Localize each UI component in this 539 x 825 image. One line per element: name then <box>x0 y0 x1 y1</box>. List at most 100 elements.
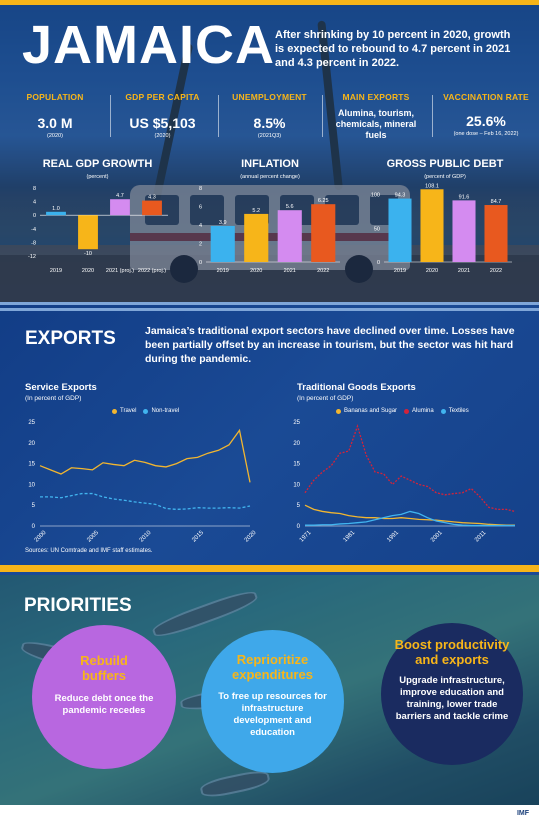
y-tick-label: -8 <box>31 240 36 246</box>
bar <box>388 198 412 262</box>
y-tick-label: 0 <box>199 260 202 266</box>
y-tick-label: 4 <box>33 200 36 206</box>
service-legend: Travel Non-travel <box>112 408 179 414</box>
y-tick-label: -4 <box>31 227 36 233</box>
legend-dot-alumina <box>404 408 410 414</box>
y-tick-label: 100 <box>371 193 380 199</box>
legend-textiles: Textiles <box>448 408 469 414</box>
x-tick-label: 2015 <box>191 529 205 543</box>
x-tick-label: 1981 <box>343 529 357 543</box>
inflation-chart: 8 6 4 2 0 3.9 2019 5.2 2020 5.6 2021 6.25 2022 <box>199 186 340 274</box>
gdp-chart-title: REAL GDP GROWTH <box>42 158 153 170</box>
inflation-chart-subtitle: (annual percent change) <box>240 174 300 180</box>
x-tick-label: 2020 <box>82 268 94 274</box>
legend-alumina: Alumina <box>412 408 434 414</box>
x-tick-label: 2021 (proj.) <box>106 268 134 274</box>
page-title: JAMAICA <box>22 15 276 75</box>
stat-gdp-per-capita: GDP PER CAPITA US $5,103 (2020) <box>125 92 200 139</box>
priority-title: Reprioritize expenditures <box>232 652 313 682</box>
header-section: JAMAICA After shrinking by 10 percent in… <box>0 0 539 302</box>
x-tick-label: 2020 <box>244 529 258 543</box>
data-label: 3.9 <box>219 220 227 226</box>
priority-desc: To free up resources for infrastructure … <box>218 691 327 738</box>
legend-bananas: Bananas and Sugar <box>344 408 398 414</box>
bar <box>78 215 98 250</box>
legend-nontravel: Non-travel <box>151 408 180 414</box>
data-label: 4.7 <box>116 193 124 199</box>
x-tick-label: 2019 <box>394 268 406 274</box>
stat-population: POPULATION 3.0 M (2020) <box>26 92 84 139</box>
x-tick-label: 2005 <box>86 529 100 543</box>
data-label: 1.0 <box>52 206 60 212</box>
data-label: 5.2 <box>252 208 260 214</box>
legend-dot-travel <box>112 408 117 414</box>
gdp-chart-subtitle: (percent) <box>86 174 109 180</box>
exports-title: EXPORTS <box>25 328 116 349</box>
x-tick-label: 1991 <box>386 529 400 543</box>
stat-unemployment: UNEMPLOYMENT 8.5% (2021Q3) <box>232 92 307 139</box>
goods-exports-subtitle: (In percent of GDP) <box>297 395 354 402</box>
data-label: 6.25 <box>318 198 329 204</box>
x-tick-label: 2010 <box>139 529 153 543</box>
y-tick-label: 0 <box>297 524 301 530</box>
x-tick-label: 2011 <box>474 530 488 544</box>
bar <box>210 225 235 262</box>
divider-line <box>0 302 539 305</box>
x-tick-label: 2000 <box>34 529 48 543</box>
legend-travel: Travel <box>120 408 137 414</box>
bar <box>244 213 269 262</box>
y-tick-label: 10 <box>293 482 300 488</box>
intro-text: After shrinking by 10 percent in 2020, g… <box>275 29 511 69</box>
series-line-textiles <box>305 510 515 527</box>
y-tick-label: 6 <box>199 205 202 211</box>
debt-chart-subtitle: (percent of GDP) <box>424 174 466 180</box>
stat-divider <box>432 95 433 137</box>
bar <box>46 211 66 216</box>
stat-main-exports: MAIN EXPORTS Alumina, tourism, chemicals… <box>335 92 417 140</box>
priority-title: Boost productivity and exports <box>394 637 510 667</box>
series-line-travel <box>39 428 251 483</box>
bar <box>484 205 508 262</box>
data-label: 94.3 <box>395 193 406 199</box>
service-exports-title: Service Exports <box>25 382 97 393</box>
y-tick-label: 0 <box>377 260 380 266</box>
y-tick-label: 15 <box>293 462 300 468</box>
x-tick-label: 2022 <box>490 268 502 274</box>
accent-bar <box>0 0 539 5</box>
y-tick-label: 20 <box>28 441 35 447</box>
data-label: 91.6 <box>459 194 470 200</box>
divider-line <box>0 572 539 575</box>
x-tick-label: 2001 <box>430 529 444 543</box>
accent-bar <box>0 565 539 572</box>
service-exports-subtitle: (In percent of GDP) <box>25 395 82 402</box>
priorities-section: PRIORITIES Rebuild buffers Reduce debt o… <box>0 575 539 805</box>
data-label: 5.6 <box>286 204 294 210</box>
gdp-growth-chart: 8 4 0 -4 -8 -12 1.0 2019 -10 2020 4.7 2021 (proj.) 4… <box>28 186 168 274</box>
data-label: -10 <box>84 251 92 257</box>
x-tick-label: 1971 <box>299 529 313 543</box>
y-tick-label: 4 <box>199 223 202 229</box>
footer <box>0 805 539 825</box>
priority-title: Rebuild buffers <box>80 653 128 683</box>
exports-section: EXPORTS Jamaica’s traditional export sec… <box>0 302 539 565</box>
y-tick-label: 0 <box>33 213 36 219</box>
y-tick-label: 10 <box>28 482 35 488</box>
y-tick-label: 8 <box>199 186 202 192</box>
x-tick-label: 2020 <box>426 268 438 274</box>
data-label: 84.7 <box>491 199 502 205</box>
bar <box>311 204 336 262</box>
divider-line <box>0 308 539 311</box>
y-tick-label: 0 <box>32 524 36 530</box>
bar <box>420 189 444 262</box>
y-tick-label: 25 <box>28 420 35 426</box>
x-tick-label: 2022 <box>317 268 329 274</box>
y-tick-label: 20 <box>293 441 300 447</box>
public-debt-chart: 100 50 0 94.3 2019 108.1 2020 91.6 2021 84.7 2022 <box>371 183 512 274</box>
data-label: 4.3 <box>148 195 156 201</box>
imf-logo: IMF <box>516 810 529 817</box>
y-tick-label: -12 <box>28 254 36 260</box>
exports-text: Jamaica’s traditional export sectors hav… <box>145 325 515 365</box>
data-label: 108.1 <box>425 183 439 189</box>
